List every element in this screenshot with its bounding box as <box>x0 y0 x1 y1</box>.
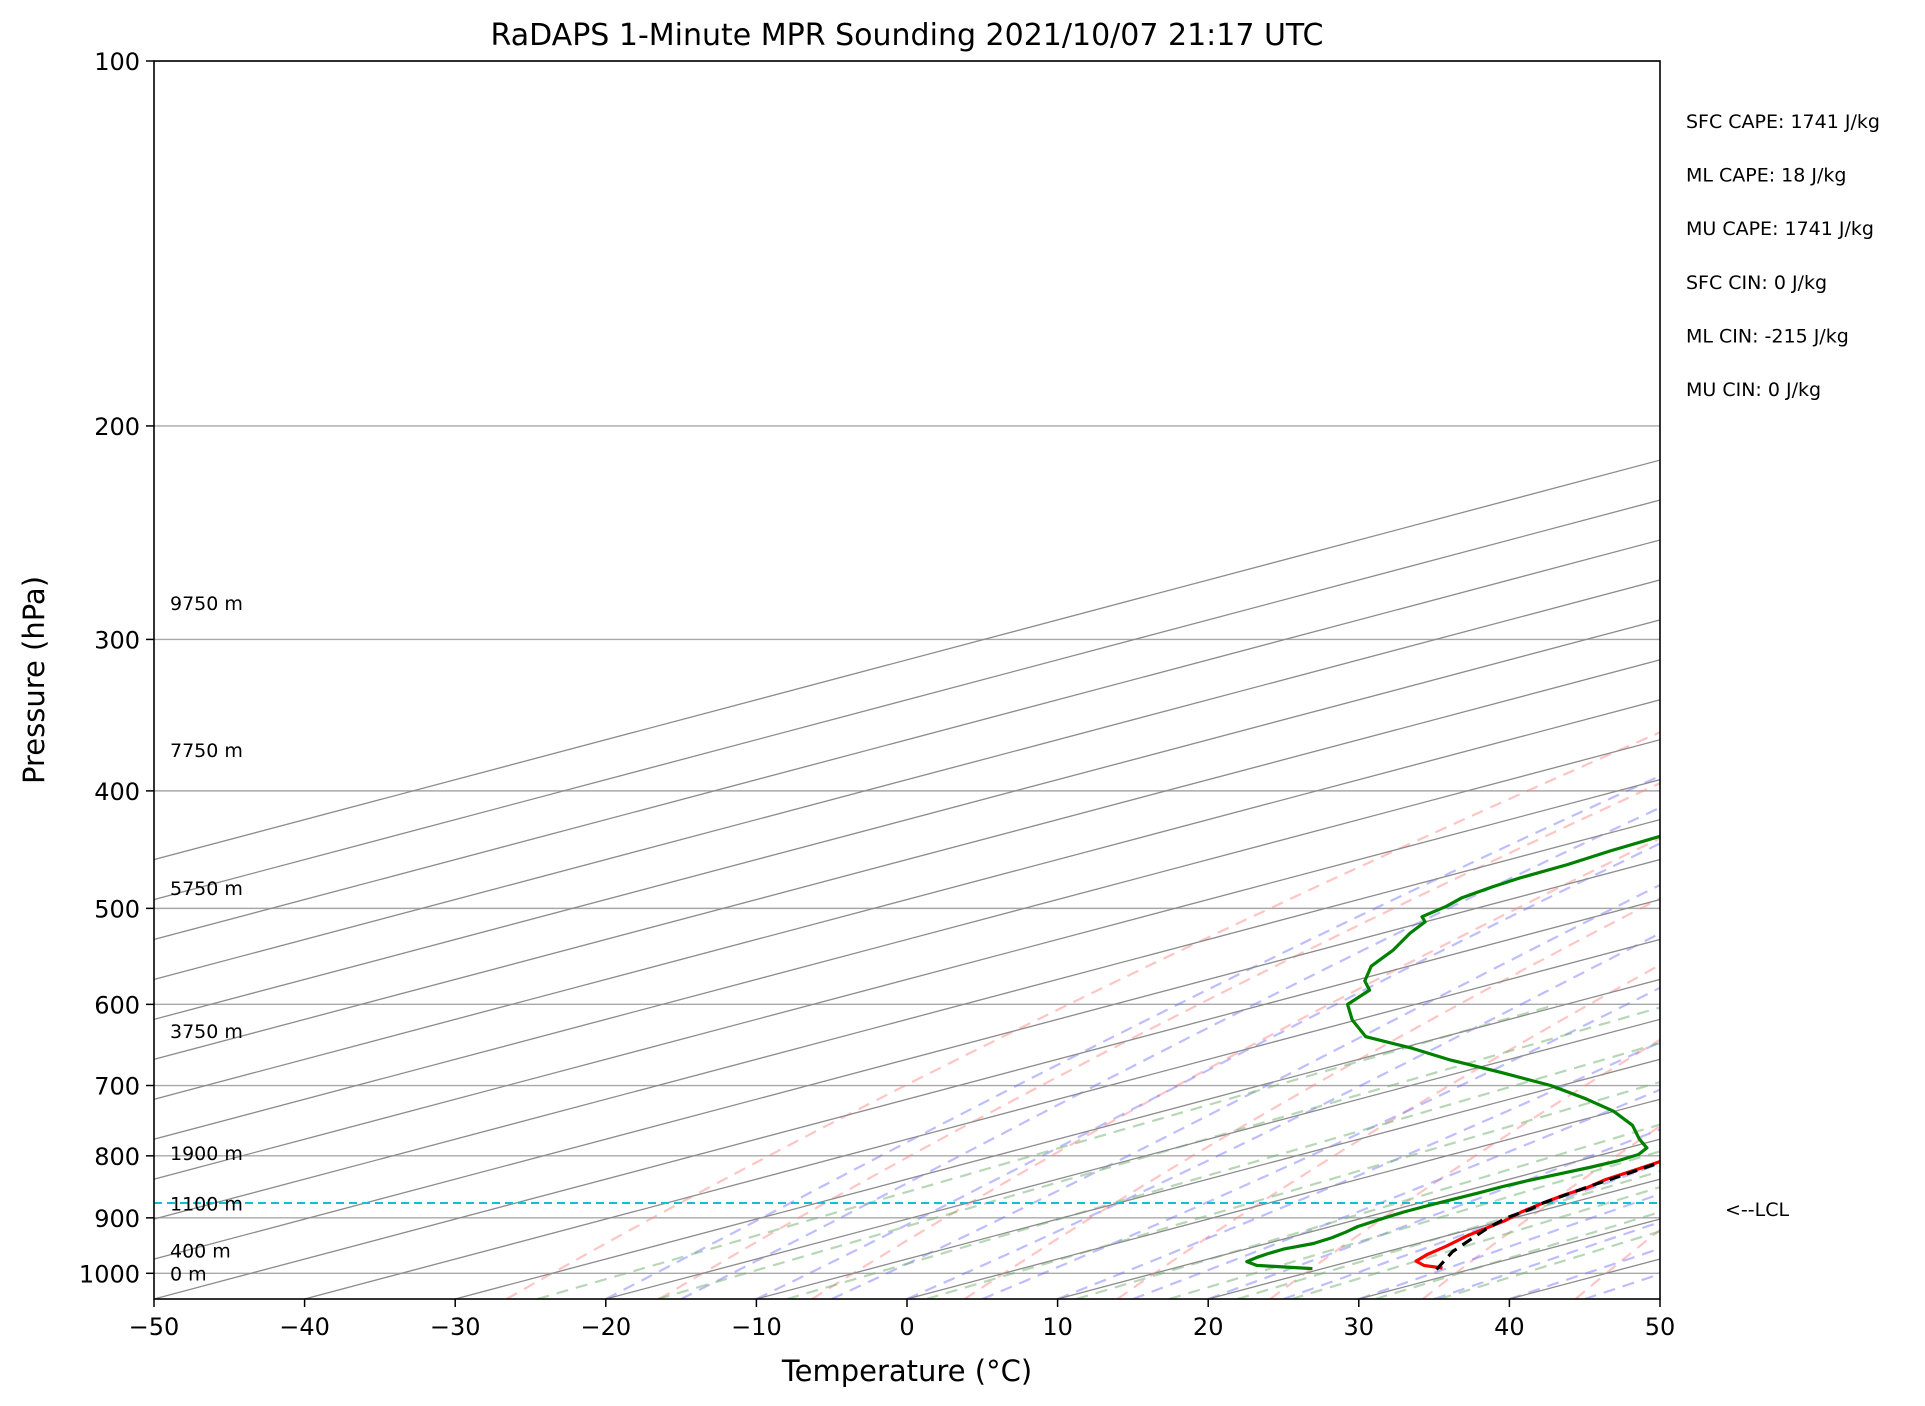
x-tick-label: 20 <box>1193 1313 1224 1341</box>
isotherm-gridlines <box>154 459 1660 1299</box>
moist-adiabat-line <box>1207 1128 1660 1299</box>
isobar-gridlines <box>154 61 1660 1275</box>
x-axis: −50 −40 −30 −20 −10 0 10 20 30 40 50 <box>129 1299 1676 1341</box>
sounding-profiles <box>1245 834 1660 1271</box>
height-label: 400 m <box>170 1241 231 1263</box>
cape-cin-text: SFC CAPE: 1741 J/kg <box>1686 111 1880 133</box>
y-axis: 100 200 300 400 500 600 700 800 900 1000 <box>79 48 154 1288</box>
moist-adiabats <box>605 774 1660 1299</box>
mixing-ratio-lines <box>537 1003 1660 1299</box>
moist-adiabat-line <box>1057 1040 1660 1299</box>
chart-title: RaDAPS 1-Minute MPR Sounding 2021/10/07 … <box>491 18 1324 53</box>
y-axis-label: Pressure (hPa) <box>17 576 51 784</box>
isotherm-line <box>605 1018 1660 1299</box>
x-tick-label: 50 <box>1645 1313 1676 1341</box>
isotherm-line <box>154 539 1660 941</box>
moist-adiabat-line <box>680 806 1660 1299</box>
mixing-ratio-line <box>1168 1150 1660 1299</box>
x-tick-label: 0 <box>899 1313 914 1341</box>
isotherm-line <box>154 898 1660 1299</box>
x-tick-label: −30 <box>430 1313 481 1341</box>
x-tick-label: −50 <box>129 1313 180 1341</box>
y-tick-label: 500 <box>94 895 140 923</box>
y-tick-label: 400 <box>94 778 140 806</box>
dry-adiabat-line <box>658 782 1660 1299</box>
isotherm-line <box>154 699 1660 1100</box>
isotherm-line <box>154 818 1660 1220</box>
mixing-ratio-line <box>926 1080 1660 1299</box>
y-tick-label: 900 <box>94 1205 140 1233</box>
moist-adiabat-line <box>906 932 1660 1299</box>
isotherm-line <box>304 938 1660 1299</box>
mixing-ratio-line <box>537 1003 1558 1299</box>
x-tick-label: 30 <box>1344 1313 1375 1341</box>
dry-adiabat-line <box>1422 1124 1660 1299</box>
height-label: 7750 m <box>170 740 243 762</box>
dewpoint-profile-line <box>1245 834 1660 1271</box>
isotherm-line <box>154 579 1660 981</box>
x-tick-label: −20 <box>580 1313 631 1341</box>
dry-adiabat-line <box>1116 963 1660 1299</box>
x-tick-label: 10 <box>1042 1313 1073 1341</box>
isotherm-line <box>154 858 1660 1260</box>
y-tick-label: 600 <box>94 991 140 1019</box>
isotherm-line <box>756 1058 1660 1299</box>
lcl-label: <--LCL <box>1725 1199 1789 1221</box>
x-tick-label: 40 <box>1494 1313 1525 1341</box>
height-label: 1900 m <box>170 1143 243 1165</box>
y-tick-label: 800 <box>94 1143 140 1171</box>
y-tick-label: 100 <box>94 48 140 76</box>
cape-cin-text: ML CIN: -215 J/kg <box>1686 325 1849 347</box>
height-label: 9750 m <box>170 593 243 615</box>
dry-adiabat-line <box>1269 1038 1660 1299</box>
isotherm-line <box>154 739 1660 1140</box>
y-tick-label: 200 <box>94 413 140 441</box>
moist-adiabat-line <box>605 774 1660 1299</box>
moist-adiabat-line <box>831 883 1660 1299</box>
x-tick-label: −40 <box>279 1313 330 1341</box>
mixing-ratio-line <box>786 1041 1660 1299</box>
isotherm-line <box>154 619 1660 1021</box>
cape-cin-text: SFC CIN: 0 J/kg <box>1686 272 1827 294</box>
height-label: 3750 m <box>170 1021 243 1043</box>
isotherm-line <box>154 779 1660 1180</box>
cape-cin-text: MU CAPE: 1741 J/kg <box>1686 218 1874 240</box>
y-tick-label: 300 <box>94 626 140 654</box>
isotherm-line <box>154 459 1660 861</box>
y-tick-label: 1000 <box>79 1260 140 1288</box>
isotherm-line <box>455 978 1660 1299</box>
isotherm-line <box>154 499 1660 901</box>
height-label: 0 m <box>170 1263 207 1285</box>
cape-cin-text: ML CAPE: 18 J/kg <box>1686 165 1846 187</box>
cape-cin-text: MU CIN: 0 J/kg <box>1686 379 1821 401</box>
dry-adiabat-line <box>506 731 1660 1299</box>
height-label: 1100 m <box>170 1194 243 1216</box>
moist-adiabat-line <box>1358 1192 1660 1299</box>
cape-cin-panel: SFC CAPE: 1741 J/kg ML CAPE: 18 J/kg MU CA… <box>1686 111 1880 401</box>
parcel-profile-line <box>1435 1160 1660 1271</box>
mixing-ratio-line <box>1076 1123 1660 1299</box>
y-tick-label: 700 <box>94 1073 140 1101</box>
isotherm-line <box>154 659 1660 1060</box>
x-axis-label: Temperature (°C) <box>781 1354 1032 1388</box>
height-label: 5750 m <box>170 878 243 900</box>
x-tick-label: −10 <box>731 1313 782 1341</box>
